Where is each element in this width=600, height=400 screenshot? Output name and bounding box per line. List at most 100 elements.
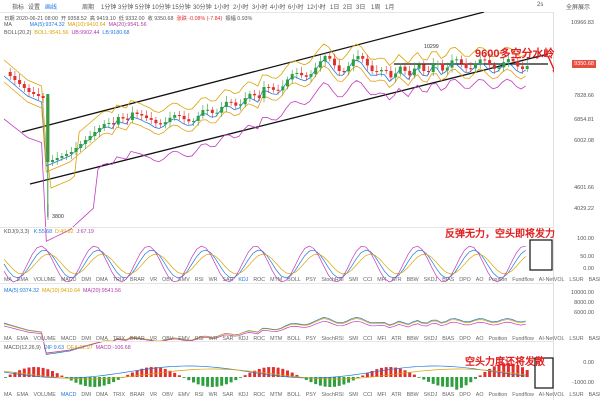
indicator-tab-lsur[interactable]: LSUR	[569, 392, 584, 398]
indicator-tab-dpo[interactable]: DPO	[459, 336, 471, 342]
indicator-tab-ma[interactable]: MA	[4, 277, 12, 283]
indicator-tab-dma[interactable]: DMA	[96, 336, 108, 342]
indicator-tab-wr[interactable]: WR	[208, 336, 218, 342]
indicator-tab-mfi[interactable]: MFI	[377, 336, 387, 342]
toolbar-item-7[interactable]: 10分钟	[152, 5, 171, 11]
toolbar-item-14[interactable]: 6小时	[288, 5, 304, 11]
indicator-tab-lsur[interactable]: LSUR	[569, 336, 584, 342]
toolbar-item-4[interactable]: 1分钟	[101, 5, 117, 11]
indicator-tab-trix[interactable]: TRIX	[112, 392, 125, 398]
toolbar-item-9[interactable]: 30分钟	[193, 5, 212, 11]
indicator-tab-vr[interactable]: VR	[149, 392, 158, 398]
indicator-tab-basis[interactable]: BASIS	[588, 336, 600, 342]
indicator-tab-dmi[interactable]: DMI	[81, 277, 92, 283]
indicator-tab-atr[interactable]: ATR	[391, 277, 402, 283]
indicator-tab-brar[interactable]: BRAR	[130, 392, 145, 398]
toolbar-item-17[interactable]: 2日	[343, 5, 353, 11]
fullscreen-button[interactable]: 全屏展示	[566, 5, 591, 11]
indicator-tab-ema[interactable]: EMA	[16, 277, 29, 283]
toolbar-item-12[interactable]: 3小时	[252, 5, 268, 11]
toolbar-item-13[interactable]: 4小时	[270, 5, 286, 11]
indicator-tab-bbw[interactable]: BBW	[406, 277, 419, 283]
indicator-tab-skdj[interactable]: SKDJ	[423, 336, 438, 342]
indicator-tab-bias[interactable]: BIAS	[442, 277, 455, 283]
indicator-tab-brar[interactable]: BRAR	[130, 277, 145, 283]
indicator-tab-mfi[interactable]: MFI	[377, 277, 387, 283]
indicator-tab-mtm[interactable]: MTM	[270, 392, 283, 398]
indicator-tab-position[interactable]: Position	[488, 336, 508, 342]
indicator-tab-atr[interactable]: ATR	[391, 392, 402, 398]
indicator-tab-skdj[interactable]: SKDJ	[423, 392, 438, 398]
indicator-tab-rsi[interactable]: RSI	[194, 336, 204, 342]
indicator-tab-stochrsi[interactable]: StochRSI	[321, 277, 344, 283]
indicator-tab-sar[interactable]: SAR	[222, 336, 234, 342]
toolbar-item-3[interactable]: 周期	[82, 5, 95, 11]
indicator-tab-dmi[interactable]: DMI	[81, 392, 92, 398]
indicator-tab-ai-netvol[interactable]: AI-NetVOL	[538, 277, 565, 283]
indicator-tab-basis[interactable]: BASIS	[588, 277, 600, 283]
indicator-tab-volume[interactable]: VOLUME	[33, 277, 56, 283]
indicator-tab-boll[interactable]: BOLL	[287, 277, 301, 283]
indicator-tab-dma[interactable]: DMA	[96, 392, 108, 398]
toolbar-item-6[interactable]: 5分钟	[135, 5, 151, 11]
indicator-tab-obv[interactable]: OBV	[162, 336, 174, 342]
indicator-tab-boll[interactable]: BOLL	[287, 392, 301, 398]
indicator-tab-ma[interactable]: MA	[4, 392, 12, 398]
indicator-tab-psy[interactable]: PSY	[305, 392, 317, 398]
toolbar-item-20[interactable]: 1月	[385, 5, 395, 11]
indicator-tab-macd[interactable]: MACD	[60, 392, 77, 398]
toolbar-item-16[interactable]: 1日	[330, 5, 340, 11]
toolbar-item-1[interactable]: 设置	[28, 5, 41, 11]
indicator-tab-ao[interactable]: AO	[475, 392, 484, 398]
indicator-tab-macd[interactable]: MACD	[60, 277, 77, 283]
indicator-tab-dma[interactable]: DMA	[96, 277, 108, 283]
indicator-tab-ao[interactable]: AO	[475, 336, 484, 342]
indicator-tab-position[interactable]: Position	[488, 392, 508, 398]
toolbar-item-15[interactable]: 12小时	[307, 5, 326, 11]
indicator-tab-bbw[interactable]: BBW	[406, 392, 419, 398]
indicator-tab-position[interactable]: Position	[488, 277, 508, 283]
indicator-tab-volume[interactable]: VOLUME	[33, 336, 56, 342]
indicator-tab-vr[interactable]: VR	[149, 277, 158, 283]
indicator-tab-mtm[interactable]: MTM	[270, 277, 283, 283]
indicator-tab-wr[interactable]: WR	[208, 392, 218, 398]
indicator-tab-mfi[interactable]: MFI	[377, 392, 387, 398]
indicator-tab-emv[interactable]: EMV	[178, 336, 190, 342]
indicator-tab-lsur[interactable]: LSUR	[569, 277, 584, 283]
indicator-tab-volume[interactable]: VOLUME	[33, 392, 56, 398]
indicator-tab-trix[interactable]: TRIX	[112, 277, 125, 283]
indicator-tab-dpo[interactable]: DPO	[459, 392, 471, 398]
indicator-tab-brar[interactable]: BRAR	[130, 336, 145, 342]
indicator-tab-roc[interactable]: ROC	[253, 336, 266, 342]
indicator-tab-kdj[interactable]: KDJ	[238, 277, 249, 283]
indicator-tab-wr[interactable]: WR	[208, 277, 218, 283]
indicator-tab-ai-netvol[interactable]: AI-NetVOL	[538, 392, 565, 398]
toolbar-item-2[interactable]: 画线	[45, 5, 58, 11]
indicator-tab-kdj[interactable]: KDJ	[238, 336, 249, 342]
indicator-tab-cci[interactable]: CCI	[363, 392, 373, 398]
indicator-tab-psy[interactable]: PSY	[305, 336, 317, 342]
indicator-tab-ema[interactable]: EMA	[16, 336, 29, 342]
indicator-tab-roc[interactable]: ROC	[253, 392, 266, 398]
indicator-tab-emv[interactable]: EMV	[178, 277, 190, 283]
indicator-tab-roc[interactable]: ROC	[253, 277, 266, 283]
indicator-tab-skdj[interactable]: SKDJ	[423, 277, 438, 283]
indicator-tab-fundflow[interactable]: Fundflow	[512, 392, 534, 398]
indicator-tab-stochrsi[interactable]: StochRSI	[321, 336, 344, 342]
indicator-tab-boll[interactable]: BOLL	[287, 336, 301, 342]
indicator-tab-bias[interactable]: BIAS	[442, 392, 455, 398]
toolbar-item-11[interactable]: 2小时	[233, 5, 249, 11]
refresh-interval[interactable]: 2s	[537, 2, 544, 8]
indicator-tab-rsi[interactable]: RSI	[194, 392, 204, 398]
indicator-tab-macd[interactable]: MACD	[60, 336, 77, 342]
indicator-tab-smi[interactable]: SMI	[348, 336, 359, 342]
indicator-tab-kdj[interactable]: KDJ	[238, 392, 249, 398]
indicator-tab-ema[interactable]: EMA	[16, 392, 29, 398]
indicator-tab-fundflow[interactable]: Fundflow	[512, 277, 534, 283]
indicator-tab-sar[interactable]: SAR	[222, 392, 234, 398]
indicator-tab-ao[interactable]: AO	[475, 277, 484, 283]
indicator-tab-stochrsi[interactable]: StochRSI	[321, 392, 344, 398]
toolbar-item-8[interactable]: 15分钟	[172, 5, 191, 11]
indicator-tab-rsi[interactable]: RSI	[194, 277, 204, 283]
indicator-tab-bias[interactable]: BIAS	[442, 336, 455, 342]
